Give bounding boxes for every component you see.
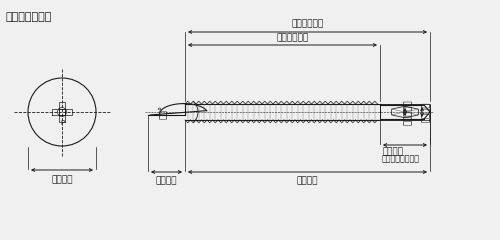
Text: ねじ外径: ねじ外径 (422, 102, 430, 122)
Text: P: P (60, 120, 64, 126)
Text: （最大削孔板厚）: （最大削孔板厚） (382, 154, 420, 163)
Text: 最大働き長さ: 最大働き長さ (292, 19, 324, 28)
Text: 全ねじ製品寸法: 全ねじ製品寸法 (5, 12, 52, 22)
Text: 最小働き長さ: 最小働き長さ (276, 33, 308, 42)
Text: 頭部外径: 頭部外径 (52, 175, 73, 184)
Text: 首下長さ: 首下長さ (297, 176, 318, 185)
Text: ６２°: ６２° (158, 105, 168, 119)
Text: ドリル外径: ドリル外径 (404, 99, 412, 125)
Bar (59, 109, 65, 115)
Text: 綴刃長さ: 綴刃長さ (383, 147, 404, 156)
Text: 頭部高さ: 頭部高さ (156, 176, 177, 185)
